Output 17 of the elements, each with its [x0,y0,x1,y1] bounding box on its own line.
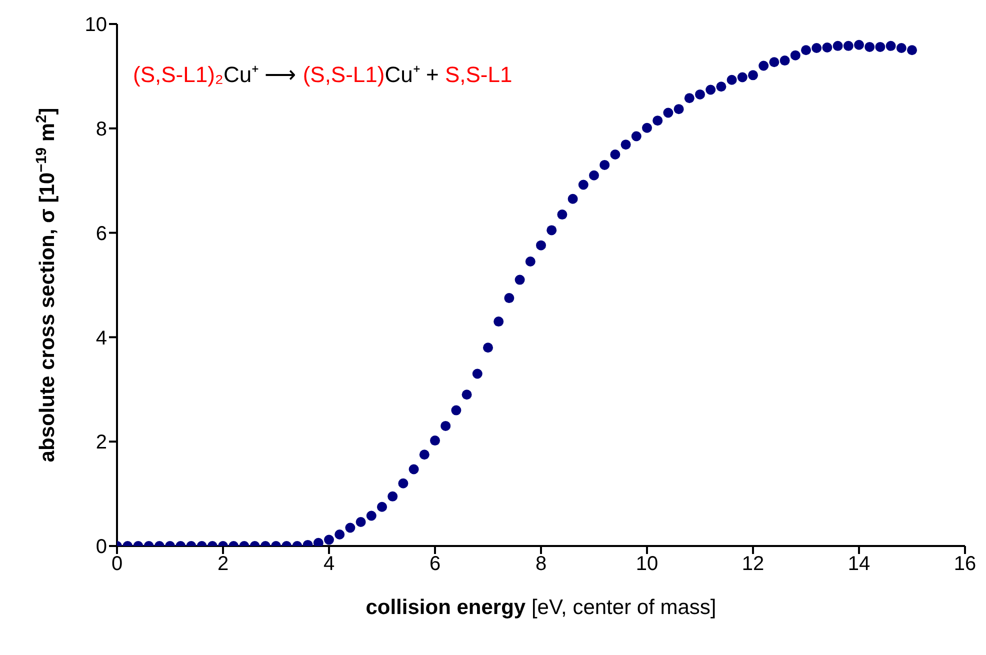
x-tick-label: 16 [954,553,976,576]
y-tick-label: 8 [96,118,107,140]
x-tick-label: 12 [742,553,764,576]
x-tick-label: 0 [111,553,123,576]
y-tick-label: 6 [96,222,107,245]
y-tick-label: 0 [96,536,107,558]
x-axis-title: collision energy [eV, center of mass] [366,596,716,619]
y-tick-label: 4 [96,327,107,350]
x-tick-label: 6 [429,553,441,576]
x-tick-label: 8 [535,553,547,576]
y-tick-label: 2 [96,432,107,454]
x-tick-label: 4 [323,553,335,576]
y-tick-label: 10 [84,14,107,36]
x-tick-label: 14 [848,553,870,576]
x-tick-label: 10 [636,553,658,576]
annotation: (S,S-L1)₂Cu⁺ ⟶ (S,S-L1)Cu⁺ + S,S-L1 [133,62,512,87]
x-tick-label: 2 [217,553,229,576]
